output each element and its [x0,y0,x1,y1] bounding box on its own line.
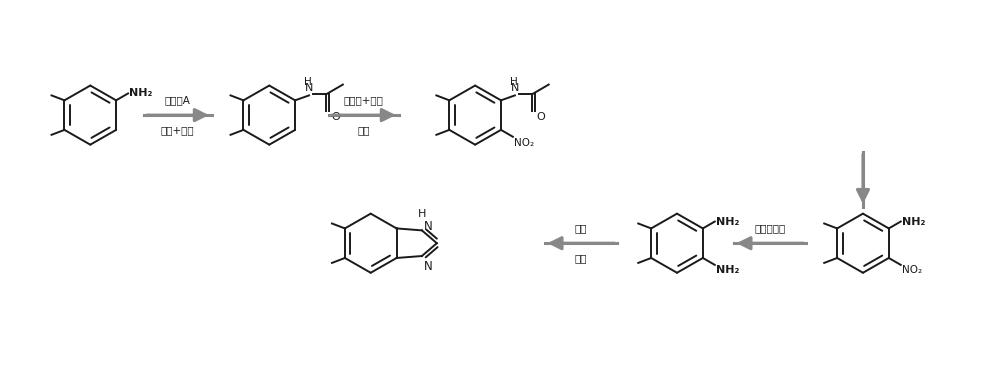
Text: O: O [537,112,546,122]
Text: N: N [424,260,433,273]
Text: N: N [305,83,313,94]
Text: NH₂: NH₂ [129,88,152,99]
Text: N: N [511,83,519,94]
Text: 甲酸: 甲酸 [575,223,587,233]
Text: NH₂: NH₂ [716,216,739,227]
Text: NH₂: NH₂ [902,216,925,227]
Text: O: O [331,112,340,122]
Text: H: H [304,77,312,86]
Text: 混合酸+溶剂: 混合酸+溶剂 [344,95,384,105]
Text: NO₂: NO₂ [902,265,922,275]
Text: NH₂: NH₂ [716,265,739,275]
Text: 精制: 精制 [575,253,587,263]
Text: H: H [418,208,426,219]
Text: 催化剂A: 催化剂A [165,95,191,105]
Text: 改性催化剂: 改性催化剂 [754,223,786,233]
Text: N: N [424,220,433,233]
Text: NO₂: NO₂ [514,138,534,148]
Text: H: H [510,77,518,86]
Text: 硝酸: 硝酸 [358,125,370,135]
Text: 醋酸+溶剂: 醋酸+溶剂 [161,125,195,135]
